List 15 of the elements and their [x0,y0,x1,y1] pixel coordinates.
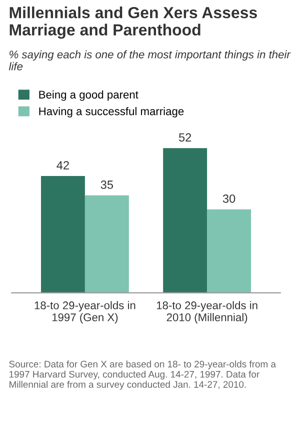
x-tick-label: 18-to 29-year-olds in 1997 (Gen X) [34,301,136,324]
bar [163,148,208,293]
chart-subtitle: % saying each is one of the most important things in their life [8,50,291,70]
bar [207,209,252,293]
source-note: Source: Data for Gen X are based on 18- to 29-year-olds from a 1997 Harvard Survey, conducted Aug. 14-27, 1997. Data for Millennial are from a survey conducted Jan. 14-27, 2010. [9,360,276,390]
bar [84,195,129,293]
data-label: 35 [100,180,113,189]
data-label: 42 [56,161,69,170]
bar [40,176,85,293]
x-tick-label: 18-to 29-year-olds in 2010 (Millennial) [156,301,258,324]
chart-title: Millennials and Gen Xers Assess Marriage and Parenthood [10,6,257,39]
legend-label: Being a good parent [39,90,138,101]
legend-label: Having a successful marriage [39,107,184,118]
data-label: 30 [222,194,236,203]
data-label: 52 [178,133,192,142]
